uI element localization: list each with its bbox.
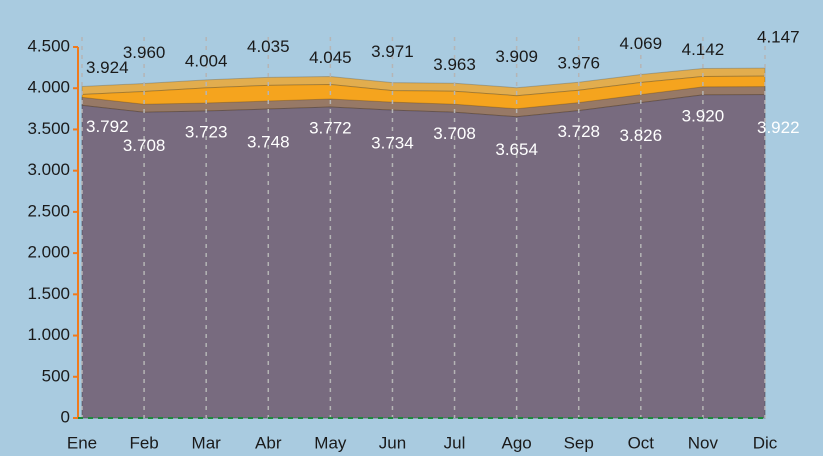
x-tick-label: Mar <box>192 433 222 452</box>
x-tick-label: Sep <box>564 433 594 452</box>
value-label: 4.045 <box>309 48 352 67</box>
y-tick-label: 1.000 <box>27 325 70 344</box>
value-label: 3.960 <box>123 43 166 62</box>
value-label: 3.909 <box>495 47 538 66</box>
x-tick-label: Ago <box>502 433 532 452</box>
y-tick-label: 4.000 <box>27 78 70 97</box>
area <box>81 94 766 419</box>
x-tick-label: May <box>314 433 347 452</box>
value-label: 3.772 <box>309 119 352 138</box>
y-tick-label: 4.500 <box>27 36 70 55</box>
value-label: 4.035 <box>247 37 290 56</box>
value-label: 3.963 <box>433 55 476 74</box>
y-tick-label: 3.000 <box>27 160 70 179</box>
x-tick-label: Oct <box>628 433 655 452</box>
value-label: 3.924 <box>86 58 129 77</box>
x-tick-label: Ene <box>67 433 97 452</box>
x-tick-label: Jun <box>379 433 406 452</box>
value-label: 4.142 <box>682 40 725 59</box>
value-label: 3.708 <box>433 124 476 143</box>
value-label: 4.147 <box>757 28 800 47</box>
value-label: 3.826 <box>620 126 663 145</box>
y-tick-label: 0 <box>61 407 70 426</box>
y-tick-label: 2.000 <box>27 243 70 262</box>
y-tick-label: 2.500 <box>27 201 70 220</box>
value-label: 4.004 <box>185 51 228 70</box>
y-tick-label: 500 <box>42 366 70 385</box>
value-label: 3.976 <box>557 54 600 73</box>
value-label: 3.654 <box>495 140 538 159</box>
value-label: 3.922 <box>757 118 800 137</box>
x-tick-label: Jul <box>444 433 466 452</box>
value-label: 3.920 <box>682 106 725 125</box>
value-label: 3.728 <box>557 122 600 141</box>
value-label: 3.748 <box>247 132 290 151</box>
x-tick-label: Nov <box>688 433 719 452</box>
value-label: 3.708 <box>123 136 166 155</box>
value-label: 3.792 <box>86 117 129 136</box>
x-tick-label: Abr <box>255 433 282 452</box>
value-label: 3.971 <box>371 42 414 61</box>
y-tick-label: 3.500 <box>27 119 70 138</box>
x-tick-label: Dic <box>753 433 778 452</box>
value-label: 3.723 <box>185 123 228 142</box>
y-tick-label: 1.500 <box>27 284 70 303</box>
value-label: 3.734 <box>371 134 414 153</box>
value-label: 4.069 <box>620 34 663 53</box>
x-tick-label: Feb <box>129 433 158 452</box>
